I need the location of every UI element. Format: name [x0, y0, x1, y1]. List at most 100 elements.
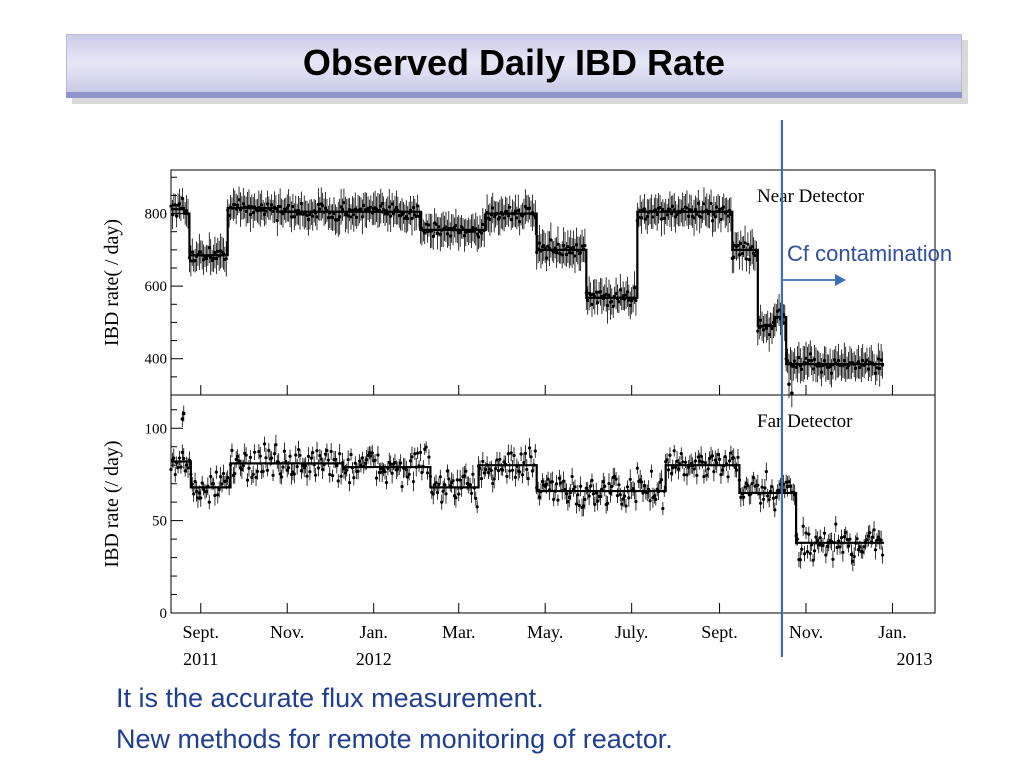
data-point [876, 357, 880, 361]
data-point [424, 222, 428, 226]
data-point [710, 454, 715, 458]
data-point [319, 457, 323, 461]
data-point [326, 216, 330, 220]
data-point [509, 218, 513, 222]
data-point [712, 212, 716, 216]
data-point [614, 291, 618, 296]
data-point [567, 495, 571, 499]
data-point [594, 290, 598, 294]
data-point [842, 535, 846, 539]
data-point [736, 243, 740, 248]
data-point [352, 213, 356, 217]
data-point [868, 531, 872, 535]
bullet-2: New methods for remote monitoring of rea… [116, 724, 673, 754]
data-point [801, 524, 805, 528]
data-point [550, 480, 554, 484]
data-point [878, 366, 882, 371]
data-point [346, 214, 350, 218]
data-point [384, 480, 389, 485]
data-point [362, 203, 366, 208]
data-point [379, 204, 383, 208]
data-point [739, 495, 743, 500]
data-point [763, 486, 767, 490]
data-point [525, 467, 529, 472]
data-point [173, 203, 177, 207]
data-point [211, 256, 216, 261]
data-point [315, 215, 319, 219]
data-point [810, 359, 814, 363]
data-point [879, 358, 883, 362]
data-point [305, 474, 309, 478]
data-point [349, 452, 353, 457]
data-point [518, 470, 522, 474]
data-point [347, 481, 352, 485]
data-point [858, 365, 862, 370]
data-point [482, 471, 486, 475]
data-point [271, 209, 275, 213]
data-point [230, 448, 234, 452]
data-point [339, 205, 343, 209]
data-point [783, 488, 787, 492]
data-point [797, 356, 801, 360]
data-point [209, 474, 213, 479]
slide-title: Observed Daily IBD Rate [302, 42, 726, 83]
data-point [631, 486, 635, 491]
fit-line [171, 207, 884, 366]
data-point [798, 558, 802, 562]
data-point [353, 207, 357, 211]
data-point [454, 223, 458, 228]
data-point [679, 452, 683, 456]
data-point [285, 468, 289, 472]
data-point [169, 204, 173, 208]
data-point [821, 543, 825, 547]
data-point [285, 206, 289, 210]
data-point [808, 551, 812, 556]
y-tick-label: 0 [160, 606, 168, 622]
y-tick-label: 800 [145, 207, 168, 223]
data-point [170, 212, 175, 217]
data-point [717, 208, 722, 212]
data-point [696, 201, 700, 205]
data-point [491, 206, 495, 210]
data-point [522, 461, 526, 465]
data-point [501, 468, 505, 472]
data-point [837, 358, 841, 363]
data-point [675, 459, 679, 463]
data-point [367, 451, 372, 455]
data-point [742, 495, 746, 499]
data-point [846, 544, 851, 548]
data-point [298, 453, 302, 457]
data-point [257, 450, 261, 454]
data-point [437, 482, 441, 486]
data-point [654, 497, 658, 502]
data-point [794, 365, 798, 369]
data-point [264, 209, 268, 213]
data-point [179, 465, 183, 469]
data-point [607, 293, 611, 297]
data-point [296, 447, 301, 452]
data-point [444, 492, 448, 496]
data-point [744, 257, 749, 261]
data-point [318, 207, 322, 211]
data-point [873, 371, 878, 375]
data-point [352, 476, 356, 480]
data-point [785, 484, 790, 488]
data-point [177, 456, 182, 460]
data-point [753, 253, 757, 258]
data-point [872, 528, 876, 532]
data-point [383, 212, 387, 216]
data-point [462, 474, 467, 478]
data-point [686, 214, 690, 218]
data-point [556, 498, 560, 502]
data-point [255, 209, 260, 213]
data-point [705, 473, 709, 477]
data-point [193, 479, 197, 484]
data-point [528, 446, 532, 450]
data-point [546, 244, 550, 248]
data-point [824, 553, 828, 557]
data-point [488, 217, 492, 222]
data-point [221, 471, 226, 476]
data-point [447, 477, 451, 481]
data-point [420, 470, 424, 475]
data-point [573, 485, 577, 489]
